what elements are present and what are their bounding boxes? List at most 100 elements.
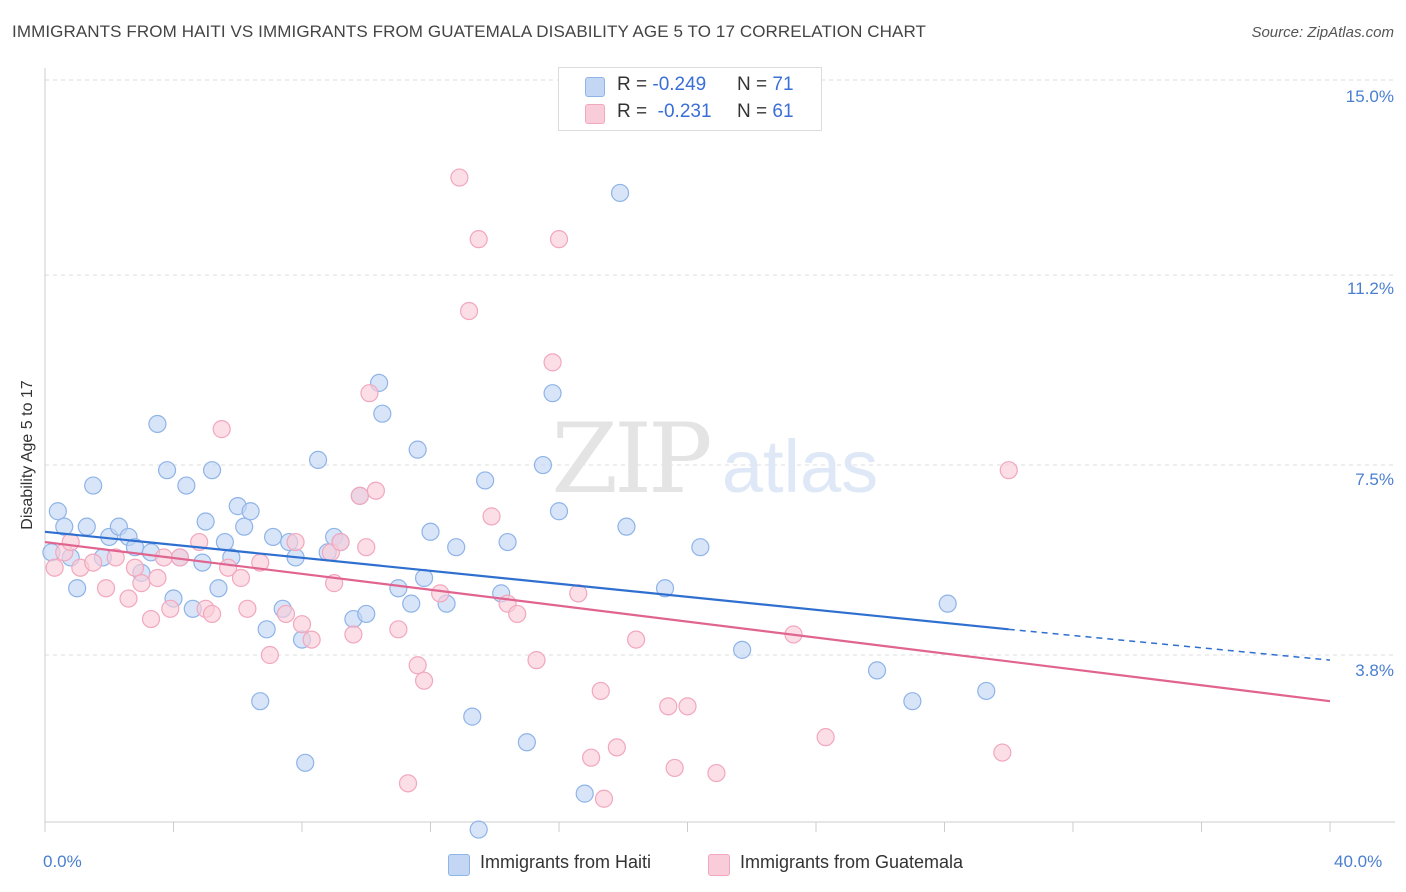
haiti-point <box>414 568 434 588</box>
guatemala-point <box>366 481 385 500</box>
haiti-point <box>241 502 260 521</box>
guatemala-point <box>350 486 369 505</box>
watermark-zip: ZIP <box>551 403 710 515</box>
guatemala-point <box>999 461 1018 480</box>
haiti-point <box>84 476 103 495</box>
y-tick-label: 7.5% <box>1355 470 1394 489</box>
haiti-point <box>549 502 569 521</box>
n-value: 61 <box>772 101 794 122</box>
haiti-point <box>177 476 196 495</box>
guatemala-point <box>398 774 418 793</box>
guatemala-point <box>84 553 103 572</box>
haiti-point <box>235 517 254 536</box>
legend-swatch-haiti <box>448 854 470 876</box>
haiti-point <box>691 538 710 557</box>
haiti-point <box>447 538 466 557</box>
chart-title: IMMIGRANTS FROM HAITI VS IMMIGRANTS FROM… <box>12 22 927 41</box>
guatemala-point <box>659 697 678 716</box>
haiti-point <box>977 681 996 701</box>
haiti-point <box>408 440 427 459</box>
y-tick-label: 11.2% <box>1347 279 1394 298</box>
haiti-point <box>209 579 228 598</box>
source-label: Source: ZipAtlas.com <box>1251 24 1394 41</box>
x-tick-label-min: 0.0% <box>43 852 82 871</box>
haiti-point <box>533 455 553 475</box>
guatemala-point <box>357 538 376 557</box>
r-value: -0.231 <box>652 101 712 122</box>
haiti-point <box>148 414 167 434</box>
guatemala-point <box>161 599 180 618</box>
guatemala-point <box>469 230 488 249</box>
gridlines <box>45 79 1395 656</box>
haiti-point <box>196 512 215 531</box>
guatemala-point <box>286 532 305 552</box>
haiti-point <box>68 579 87 598</box>
haiti-point <box>543 384 562 403</box>
guatemala-point <box>96 579 116 598</box>
legend-r-haiti: R = -0.249 <box>617 74 706 96</box>
legend-swatch-guatemala <box>585 104 605 124</box>
guatemala-point <box>527 651 546 670</box>
legend-item-haiti[interactable]: Immigrants from Haiti <box>448 852 651 876</box>
haiti-point <box>308 450 328 470</box>
legend-item-guatemala[interactable]: Immigrants from Guatemala <box>708 852 964 876</box>
haiti-point <box>463 707 482 726</box>
r-label: R = <box>617 74 653 95</box>
guatemala-point <box>302 630 321 649</box>
haiti-point <box>48 502 67 521</box>
guatemala-point <box>360 384 379 403</box>
guatemala-point <box>344 625 363 644</box>
guatemala-point <box>331 532 350 552</box>
guatemala-point <box>993 743 1012 762</box>
guatemala-point <box>591 681 610 701</box>
guatemala-point <box>607 738 626 757</box>
r-label: R = <box>617 101 653 122</box>
haiti-point <box>575 784 594 803</box>
haiti-point <box>469 820 488 839</box>
watermark: ZIP atlas <box>551 403 878 515</box>
guatemala-point <box>543 353 562 372</box>
trend-line-haiti-extension <box>1008 628 1331 661</box>
guatemala-point <box>678 697 697 716</box>
haiti-point <box>263 527 283 547</box>
haiti-point <box>517 733 536 752</box>
haiti-point <box>125 538 145 557</box>
legend-swatch-haiti <box>585 77 605 97</box>
trend-line-guatemala <box>44 540 1331 703</box>
haiti-point <box>402 594 421 613</box>
haiti-point <box>157 461 177 480</box>
y-tick-label: 15.0% <box>1345 87 1394 106</box>
guatemala-point <box>231 568 251 588</box>
series-haiti <box>42 183 996 839</box>
haiti-point <box>389 579 408 598</box>
haiti-point <box>215 532 234 552</box>
haiti-point <box>617 517 636 536</box>
guatemala-point <box>125 558 145 577</box>
guatemala-point <box>389 620 408 639</box>
guatemala-point <box>212 420 231 439</box>
guatemala-point <box>707 763 726 783</box>
correlation-legend: R = -0.249 N = 71 R = -0.231 N = 61 <box>558 67 822 131</box>
axes <box>44 68 1395 832</box>
guatemala-point <box>238 599 257 618</box>
haiti-point <box>476 471 495 490</box>
guatemala-point <box>141 609 161 629</box>
n-label: N = <box>737 101 773 122</box>
haiti-point <box>296 753 315 772</box>
x-tick-label-max: 40.0% <box>1334 852 1383 871</box>
guatemala-point <box>450 168 469 187</box>
guatemala-point <box>260 645 279 665</box>
r-value: -0.249 <box>652 74 707 95</box>
guatemala-point <box>408 656 427 675</box>
legend-row-guatemala: R = -0.231 N = 61 <box>559 101 821 127</box>
legend-label-guatemala: Immigrants from Guatemala <box>740 852 964 872</box>
y-tick-label: 3.8% <box>1355 661 1394 680</box>
haiti-point <box>610 183 630 203</box>
guatemala-point <box>431 584 450 603</box>
series-guatemala <box>45 168 1018 808</box>
haiti-point <box>733 640 752 659</box>
guatemala-point <box>106 548 125 567</box>
haiti-point <box>498 532 517 552</box>
legend-row-haiti: R = -0.249 N = 71 <box>559 74 821 100</box>
